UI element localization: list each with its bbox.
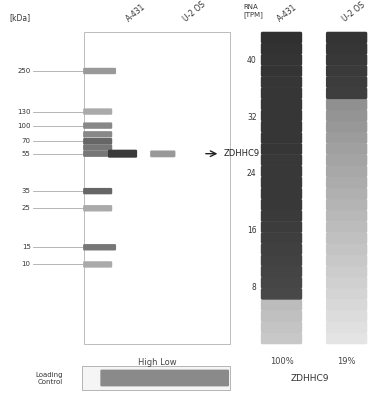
Text: 35: 35	[22, 188, 31, 194]
Text: ZDHHC9: ZDHHC9	[224, 149, 260, 158]
FancyBboxPatch shape	[326, 188, 367, 200]
FancyBboxPatch shape	[261, 65, 302, 77]
Text: 32: 32	[247, 112, 257, 122]
Text: 15: 15	[22, 244, 31, 250]
FancyBboxPatch shape	[326, 266, 367, 278]
Text: 130: 130	[17, 108, 31, 114]
FancyBboxPatch shape	[261, 32, 302, 44]
Text: 100: 100	[17, 122, 31, 129]
FancyBboxPatch shape	[261, 188, 302, 200]
FancyBboxPatch shape	[83, 108, 112, 115]
FancyBboxPatch shape	[83, 150, 112, 157]
Text: 100%: 100%	[270, 357, 293, 366]
FancyBboxPatch shape	[261, 98, 302, 110]
FancyBboxPatch shape	[326, 143, 367, 155]
FancyBboxPatch shape	[326, 43, 367, 54]
FancyBboxPatch shape	[261, 132, 302, 144]
FancyBboxPatch shape	[326, 121, 367, 132]
FancyBboxPatch shape	[100, 370, 229, 386]
FancyBboxPatch shape	[261, 221, 302, 233]
Text: 55: 55	[22, 151, 31, 157]
FancyBboxPatch shape	[326, 221, 367, 233]
FancyBboxPatch shape	[326, 132, 367, 144]
FancyBboxPatch shape	[261, 210, 302, 222]
FancyBboxPatch shape	[261, 54, 302, 66]
FancyBboxPatch shape	[326, 54, 367, 66]
FancyBboxPatch shape	[261, 76, 302, 88]
Text: 24: 24	[247, 169, 257, 178]
FancyBboxPatch shape	[326, 65, 367, 77]
Text: [kDa]: [kDa]	[10, 13, 31, 22]
FancyBboxPatch shape	[326, 199, 367, 210]
FancyBboxPatch shape	[326, 98, 367, 110]
FancyBboxPatch shape	[261, 43, 302, 54]
Text: ZDHHC9: ZDHHC9	[291, 374, 329, 383]
FancyBboxPatch shape	[326, 299, 367, 311]
FancyBboxPatch shape	[326, 232, 367, 244]
FancyBboxPatch shape	[261, 254, 302, 266]
FancyBboxPatch shape	[261, 299, 302, 311]
FancyBboxPatch shape	[326, 166, 367, 177]
Text: U-2 OS: U-2 OS	[341, 1, 367, 24]
Text: 70: 70	[22, 138, 31, 144]
FancyBboxPatch shape	[83, 144, 112, 151]
FancyBboxPatch shape	[326, 176, 367, 188]
FancyBboxPatch shape	[326, 210, 367, 222]
FancyBboxPatch shape	[83, 68, 116, 74]
FancyBboxPatch shape	[83, 261, 112, 268]
FancyBboxPatch shape	[150, 150, 175, 157]
FancyBboxPatch shape	[326, 76, 367, 88]
FancyBboxPatch shape	[326, 32, 367, 44]
FancyBboxPatch shape	[108, 150, 137, 158]
FancyBboxPatch shape	[261, 176, 302, 188]
FancyBboxPatch shape	[261, 121, 302, 132]
FancyBboxPatch shape	[326, 288, 367, 300]
FancyBboxPatch shape	[261, 110, 302, 122]
FancyBboxPatch shape	[261, 143, 302, 155]
FancyBboxPatch shape	[261, 288, 302, 300]
FancyBboxPatch shape	[261, 244, 302, 255]
FancyBboxPatch shape	[326, 310, 367, 322]
FancyBboxPatch shape	[326, 110, 367, 122]
Text: 40: 40	[247, 56, 257, 65]
FancyBboxPatch shape	[326, 88, 367, 99]
Text: High Low: High Low	[138, 358, 176, 367]
FancyBboxPatch shape	[261, 277, 302, 288]
FancyBboxPatch shape	[83, 188, 112, 194]
Text: 10: 10	[22, 262, 31, 268]
Text: A-431: A-431	[124, 3, 147, 24]
Text: 25: 25	[22, 205, 31, 211]
Text: RNA
[TPM]: RNA [TPM]	[243, 4, 263, 18]
FancyBboxPatch shape	[326, 322, 367, 333]
FancyBboxPatch shape	[261, 88, 302, 99]
FancyBboxPatch shape	[326, 154, 367, 166]
Text: 16: 16	[247, 226, 257, 235]
FancyBboxPatch shape	[326, 254, 367, 266]
FancyBboxPatch shape	[83, 138, 112, 144]
FancyBboxPatch shape	[83, 131, 112, 138]
FancyBboxPatch shape	[326, 332, 367, 344]
FancyBboxPatch shape	[261, 232, 302, 244]
FancyBboxPatch shape	[83, 205, 112, 212]
FancyBboxPatch shape	[261, 332, 302, 344]
FancyBboxPatch shape	[261, 199, 302, 210]
FancyBboxPatch shape	[261, 166, 302, 177]
FancyBboxPatch shape	[261, 154, 302, 166]
FancyBboxPatch shape	[261, 310, 302, 322]
FancyBboxPatch shape	[83, 122, 112, 129]
Bar	[82, 366, 230, 390]
Text: U-2 OS: U-2 OS	[182, 0, 208, 24]
FancyBboxPatch shape	[326, 277, 367, 288]
FancyBboxPatch shape	[83, 244, 116, 250]
Text: A-431: A-431	[276, 3, 299, 24]
Text: 8: 8	[252, 283, 257, 292]
FancyBboxPatch shape	[261, 266, 302, 278]
Bar	[84, 32, 230, 344]
FancyBboxPatch shape	[261, 322, 302, 333]
FancyBboxPatch shape	[326, 244, 367, 255]
Text: 250: 250	[17, 68, 31, 74]
Text: 19%: 19%	[337, 357, 356, 366]
Text: Loading
Control: Loading Control	[36, 372, 63, 384]
